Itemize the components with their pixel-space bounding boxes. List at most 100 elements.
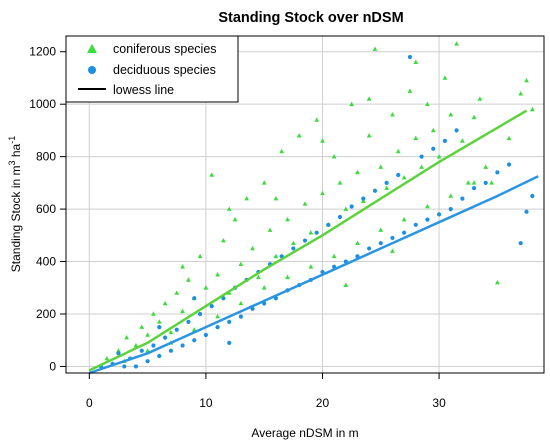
coniferous-point	[139, 324, 145, 329]
coniferous-point	[308, 264, 314, 269]
coniferous-point	[529, 106, 535, 112]
deciduous-point	[448, 206, 453, 212]
coniferous-point	[314, 117, 320, 122]
coniferous-point	[244, 195, 250, 201]
coniferous-point	[145, 332, 151, 337]
deciduous-point	[291, 246, 296, 251]
coniferous-point	[226, 206, 232, 211]
deciduous-point	[431, 146, 436, 151]
coniferous-point	[174, 290, 180, 295]
deciduous-point	[151, 343, 156, 348]
deciduous-point	[524, 209, 529, 214]
deciduous-point	[203, 332, 209, 338]
coniferous-point	[401, 216, 407, 222]
deciduous-point	[384, 180, 389, 185]
x-tick-label: 0	[86, 396, 93, 410]
deciduous-point	[116, 351, 121, 356]
coniferous-point	[124, 334, 130, 340]
deciduous-point	[314, 230, 319, 235]
deciduous-point	[139, 348, 144, 353]
coniferous-point	[273, 253, 279, 259]
deciduous-point	[133, 364, 139, 369]
y-tick-label: 800	[36, 150, 56, 164]
legend-label-lowess: lowess line	[113, 83, 174, 97]
coniferous-point	[104, 355, 110, 361]
coniferous-point	[197, 253, 203, 259]
chart-title: Standing Stock over nDSM	[218, 10, 403, 26]
coniferous-point	[191, 327, 197, 332]
coniferous-point	[133, 342, 139, 348]
coniferous-point	[296, 133, 302, 138]
deciduous-point	[238, 314, 243, 319]
deciduous-lowess-line	[88, 175, 539, 375]
coniferous-point	[162, 300, 168, 306]
coniferous-point	[425, 203, 430, 209]
lowess-layer	[88, 109, 539, 375]
deciduous-point	[227, 340, 232, 345]
deciduous-point	[186, 319, 191, 324]
x-tick-label: 30	[432, 396, 446, 410]
coniferous-point	[477, 96, 483, 101]
coniferous-point	[261, 180, 267, 185]
deciduous-point	[367, 246, 372, 251]
deciduous-point	[302, 238, 308, 243]
coniferous-point	[151, 311, 156, 316]
y-tick-label: 200	[36, 307, 56, 321]
coniferous-point	[494, 279, 500, 285]
deciduous-point	[192, 296, 197, 301]
deciduous-point	[425, 217, 430, 222]
coniferous-point	[209, 172, 215, 177]
coniferous-point	[448, 193, 454, 198]
y-tick-label: 0	[49, 359, 56, 373]
deciduous-point	[483, 180, 488, 185]
y-tick-label: 1200	[29, 45, 56, 59]
deciduous-point	[530, 193, 535, 199]
coniferous-point	[238, 300, 244, 306]
deciduous-point	[413, 222, 418, 227]
coniferous-point	[273, 195, 279, 201]
coniferous-point	[215, 314, 220, 319]
coniferous-point	[366, 96, 372, 101]
y-axis-label-exponent-1: 3	[7, 160, 17, 165]
coniferous-point	[302, 201, 308, 206]
deciduous-point	[157, 353, 162, 359]
deciduous-point	[401, 230, 407, 235]
legend-label-coniferous: coniferous species	[113, 42, 217, 56]
coniferous-point	[261, 285, 267, 290]
deciduous-point	[407, 54, 413, 60]
coniferous-point	[255, 274, 261, 280]
y-tick-label: 600	[36, 202, 56, 216]
y-axis-label-exponent-2: -1	[7, 136, 17, 144]
deciduous-point	[145, 359, 150, 364]
coniferous-point	[524, 77, 529, 83]
legend-marker-deciduous	[88, 66, 96, 74]
coniferous-point	[425, 101, 430, 106]
points-layer	[98, 41, 535, 369]
deciduous-point	[162, 335, 168, 340]
deciduous-point	[378, 241, 383, 246]
coniferous-point	[384, 185, 390, 190]
coniferous-point	[279, 148, 285, 154]
coniferous-point	[180, 308, 185, 314]
coniferous-point	[349, 101, 355, 106]
coniferous-point	[331, 253, 337, 259]
coniferous-point	[331, 154, 337, 159]
deciduous-point	[506, 162, 512, 167]
deciduous-point	[419, 154, 424, 159]
deciduous-point	[197, 311, 203, 317]
coniferous-point	[285, 274, 290, 280]
deciduous-point	[349, 204, 354, 209]
coniferous-point	[220, 237, 226, 243]
coniferous-point	[180, 264, 185, 269]
x-tick-label: 20	[316, 396, 330, 410]
coniferous-point	[471, 180, 477, 185]
deciduous-point	[436, 212, 442, 217]
coniferous-point	[250, 245, 255, 251]
coniferous-point	[238, 261, 244, 266]
y-axis: 0 200 400 600 800 1000 1200	[29, 45, 66, 373]
coniferous-point	[413, 59, 419, 65]
coniferous-point	[285, 216, 290, 222]
coniferous-point	[407, 88, 413, 93]
deciduous-point	[495, 170, 500, 175]
coniferous-point	[448, 112, 454, 117]
